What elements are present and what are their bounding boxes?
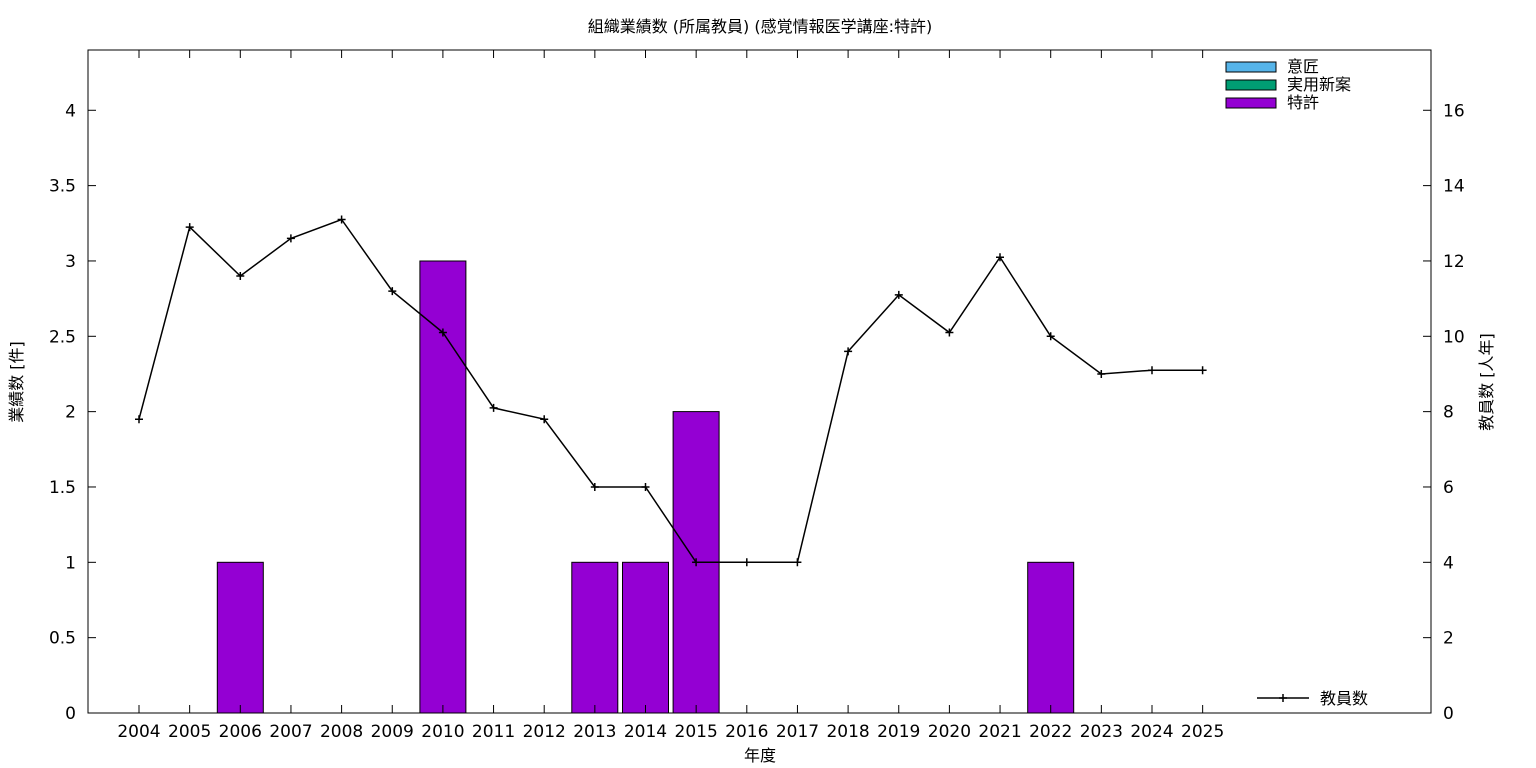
point-2020 <box>945 328 954 337</box>
x-tick-label: 2010 <box>421 722 464 742</box>
point-2021 <box>996 253 1004 262</box>
y2-tick-label: 2 <box>1443 629 1454 649</box>
bar-2013 <box>571 561 619 714</box>
point-2005 <box>185 223 194 232</box>
x-tick-label: 2014 <box>624 722 667 742</box>
point-2010 <box>438 328 447 337</box>
bar-2022 <box>1027 561 1075 714</box>
y2-tick-label: 16 <box>1443 101 1465 121</box>
chart-title: 組織業績数 (所属教員) (感覚情報医学講座:特許) <box>588 17 933 36</box>
legend-label: 特許 <box>1287 93 1319 112</box>
y2-tick-label: 6 <box>1443 478 1454 498</box>
point-2025 <box>1198 366 1207 375</box>
x-tick-label: 2012 <box>523 722 566 742</box>
y-tick-label: 3 <box>65 252 76 272</box>
legend-swatch-3 <box>1225 97 1277 109</box>
y2-axis-label: 教員数 [人年] <box>1477 333 1496 431</box>
point-2011 <box>489 403 498 412</box>
y-tick-label: 1 <box>65 553 76 573</box>
bar-2014 <box>622 561 669 714</box>
x-tick-label: 2006 <box>219 722 262 742</box>
y2-tick-label: 14 <box>1443 177 1465 197</box>
y-tick-label: 2 <box>65 403 76 423</box>
x-axis-label: 年度 <box>744 746 776 765</box>
y2-tick-label: 8 <box>1443 403 1454 423</box>
point-2004 <box>135 415 143 424</box>
x-tick-label: 2020 <box>928 722 971 742</box>
x-tick-label: 2018 <box>826 722 869 742</box>
point-2024 <box>1148 366 1156 375</box>
plot-frame <box>87 49 1432 714</box>
x-tick-label: 2024 <box>1130 722 1173 742</box>
x-tick-label: 2004 <box>117 722 160 742</box>
y-tick-label: 1.5 <box>49 478 76 498</box>
x-tick-label: 2023 <box>1080 722 1123 742</box>
point-2015 <box>692 558 701 567</box>
y-tick-label: 0 <box>65 704 76 724</box>
y2-tick-label: 0 <box>1443 704 1454 724</box>
point-2009 <box>388 287 397 296</box>
y-tick-label: 3.5 <box>49 177 76 197</box>
y2-tick-label: 12 <box>1443 252 1465 272</box>
x-tick-label: 2016 <box>725 722 768 742</box>
line-layer <box>135 215 1207 567</box>
x-tick-label: 2005 <box>168 722 211 742</box>
ticks-layer: 0 0.5 1 1.5 2 2.5 3 3.5 4 0 2 4 6 8 10 12 14 16 2004 2005 20… <box>49 50 1465 742</box>
point-2006 <box>236 272 245 280</box>
point-2007 <box>286 234 295 243</box>
legend-swatch-2 <box>1225 79 1277 91</box>
legend-line-marker <box>1279 694 1287 702</box>
x-tick-label: 2008 <box>320 722 363 742</box>
point-2022 <box>1046 332 1055 341</box>
x-tick-label: 2009 <box>371 722 414 742</box>
y-tick-label: 2.5 <box>49 327 76 347</box>
x-tick-label: 2011 <box>472 722 515 742</box>
point-2023 <box>1097 370 1106 378</box>
y2-tick-label: 10 <box>1443 327 1465 347</box>
x-tick-label: 2007 <box>269 722 312 742</box>
x-tick-label: 2025 <box>1181 722 1224 742</box>
x-tick-label: 2021 <box>978 722 1021 742</box>
point-2016 <box>742 558 751 567</box>
x-tick-label: 2015 <box>675 722 718 742</box>
legend-label: 教員数 <box>1320 689 1368 708</box>
y-axis-label: 業績数 [件] <box>7 341 26 423</box>
point-2017 <box>793 558 802 567</box>
point-2014 <box>641 483 650 491</box>
point-2008 <box>337 215 346 224</box>
x-tick-label: 2017 <box>776 722 819 742</box>
legend-label: 意匠 <box>1287 57 1319 76</box>
line-series <box>138 218 1203 564</box>
point-2019 <box>894 290 903 299</box>
y-tick-label: 4 <box>65 101 76 121</box>
x-tick-label: 2019 <box>877 722 920 742</box>
point-2012 <box>540 415 549 424</box>
y2-tick-label: 4 <box>1443 553 1454 573</box>
x-tick-label: 2013 <box>573 722 616 742</box>
legend-swatch-1 <box>1225 61 1277 73</box>
x-tick-label: 2022 <box>1029 722 1072 742</box>
y-tick-label: 0.5 <box>49 629 76 649</box>
bar-2006 <box>216 561 264 714</box>
point-2018 <box>844 347 853 356</box>
legend-label: 実用新案 <box>1287 75 1351 94</box>
point-2013 <box>590 483 599 491</box>
